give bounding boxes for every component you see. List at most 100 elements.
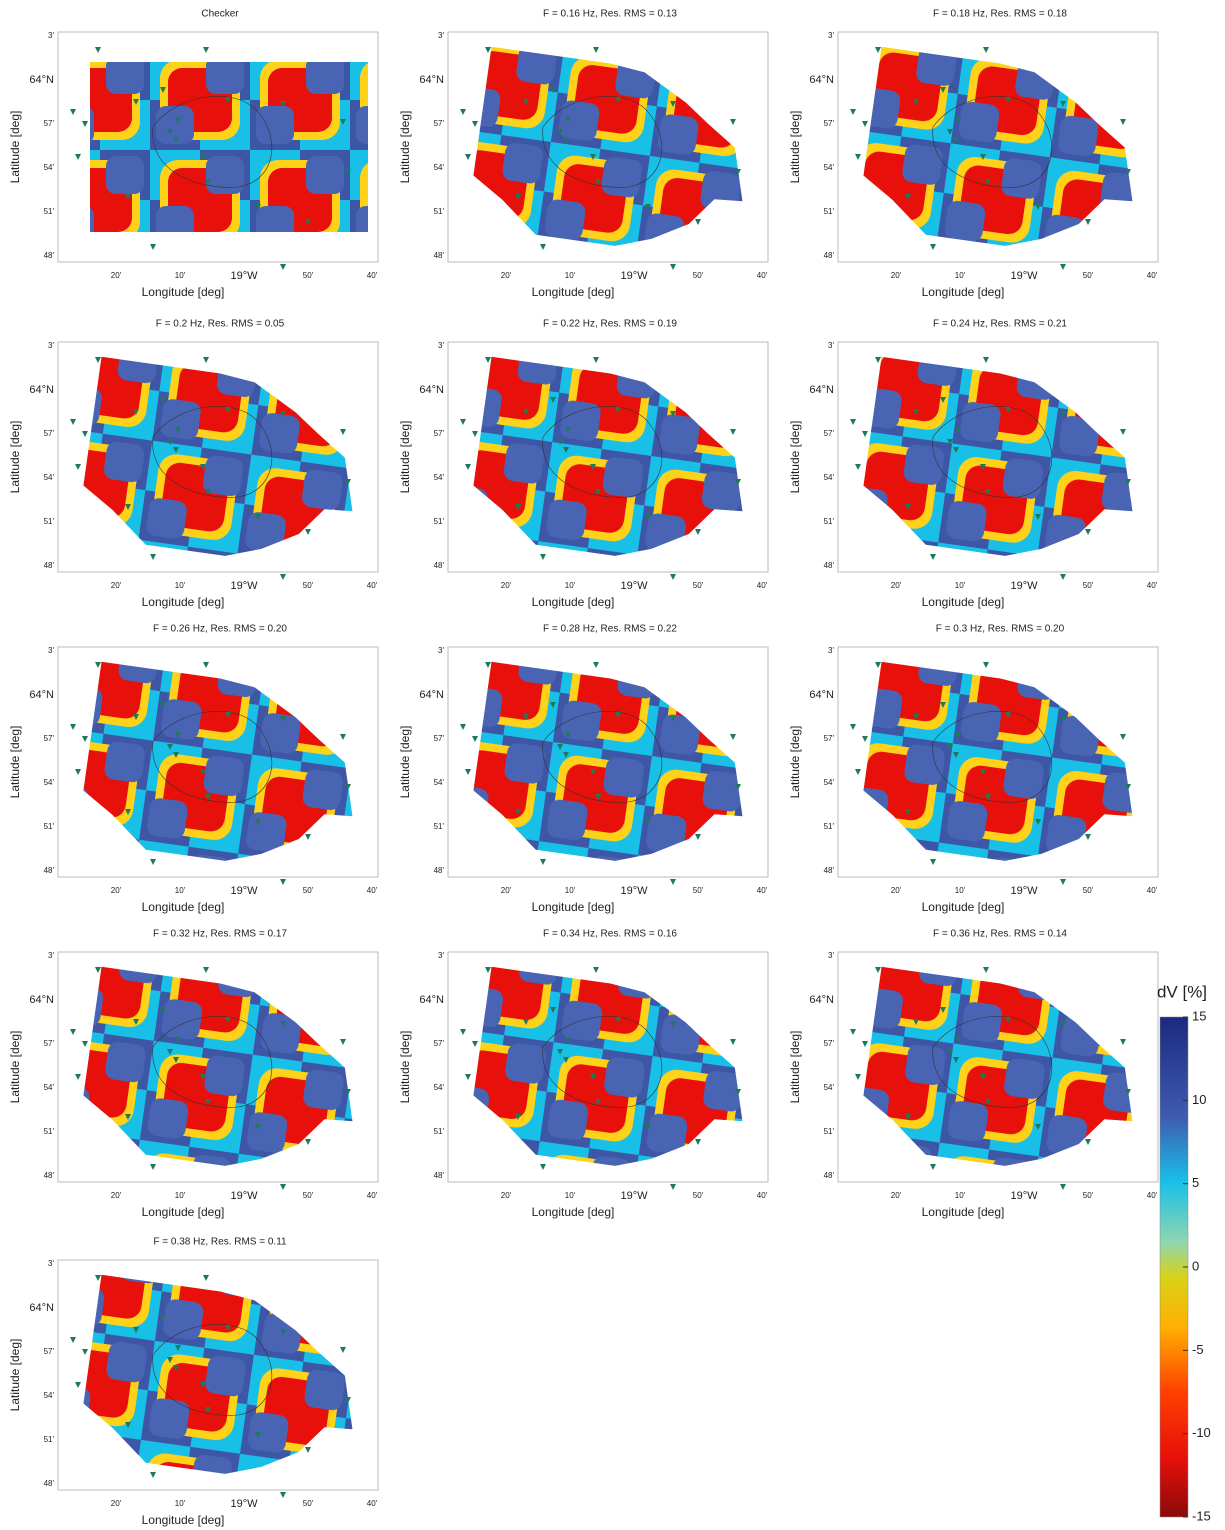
velocity-field: [863, 46, 1133, 246]
station: [1005, 1017, 1011, 1023]
station: [730, 1039, 736, 1045]
y-axis-label: Latitude [deg]: [8, 1031, 22, 1104]
station: [1060, 1184, 1066, 1190]
x-tick-label: 20': [111, 581, 122, 590]
station: [225, 1325, 231, 1331]
y-axis-label: Latitude [deg]: [8, 111, 22, 184]
y-tick-label: 51': [824, 822, 835, 831]
station: [940, 702, 946, 708]
x-tick-label: 50': [693, 271, 704, 280]
station: [133, 1327, 139, 1333]
x-tick-label: 20': [501, 1191, 512, 1200]
station: [550, 1007, 556, 1013]
y-tick-label: 48': [434, 866, 445, 875]
y-tick-label: 57': [824, 734, 835, 743]
station: [205, 1407, 211, 1413]
panel-title: F = 0.28 Hz, Res. RMS = 0.22: [543, 624, 677, 635]
station: [95, 47, 101, 53]
x-tick-label: 19°W: [1010, 270, 1038, 282]
colorbar-tick-label: 15: [1192, 1008, 1206, 1023]
station: [953, 137, 959, 143]
station: [175, 427, 181, 433]
station: [862, 431, 868, 437]
y-tick-label: 3': [48, 646, 54, 655]
panel-title: F = 0.26 Hz, Res. RMS = 0.20: [153, 624, 287, 635]
y-tick-label: 57': [824, 119, 835, 128]
y-tick-label: 3': [438, 31, 444, 40]
map-frame: [447, 646, 769, 878]
coastline: [932, 1016, 1053, 1108]
x-tick-label: 20': [891, 1191, 902, 1200]
coastline: [542, 1016, 663, 1108]
x-tick-label: 19°W: [230, 1190, 258, 1202]
station: [1060, 411, 1066, 417]
x-tick-label: 10': [565, 1191, 576, 1200]
station: [167, 1357, 173, 1363]
station: [205, 794, 211, 800]
station: [645, 1124, 651, 1130]
x-tick-label: 19°W: [620, 270, 648, 282]
map-frame: [57, 646, 379, 878]
station: [940, 87, 946, 93]
station: [75, 769, 81, 775]
station: [565, 117, 571, 123]
station: [280, 1492, 286, 1498]
y-tick-label: 51': [824, 207, 835, 216]
station: [565, 1037, 571, 1043]
x-tick-label: 20': [501, 581, 512, 590]
station: [82, 121, 88, 127]
colorbar-tick-label: 5: [1192, 1175, 1199, 1190]
panel-title: F = 0.18 Hz, Res. RMS = 0.18: [933, 9, 1067, 20]
velocity-field: [83, 356, 353, 556]
x-tick-label: 19°W: [230, 270, 258, 282]
panel-title: F = 0.2 Hz, Res. RMS = 0.05: [156, 319, 285, 330]
station: [70, 1029, 76, 1035]
station: [1035, 204, 1041, 210]
station: [340, 1347, 346, 1353]
station: [1085, 1139, 1091, 1145]
station: [340, 734, 346, 740]
y-axis-label: Latitude [deg]: [788, 421, 802, 494]
y-tick-label: 54': [824, 778, 835, 787]
y-tick-label: 64°N: [809, 74, 834, 86]
station: [485, 357, 491, 363]
station: [1120, 734, 1126, 740]
station: [280, 1021, 286, 1027]
panel-title: F = 0.36 Hz, Res. RMS = 0.14: [933, 929, 1067, 940]
y-tick-label: 54': [824, 163, 835, 172]
colorbar-tick-label: -5: [1192, 1342, 1204, 1357]
y-tick-label: 64°N: [419, 689, 444, 701]
station: [460, 109, 466, 115]
y-tick-label: 64°N: [29, 1302, 54, 1314]
y-axis-label: Latitude [deg]: [398, 1031, 412, 1104]
station: [730, 429, 736, 435]
y-tick-label: 64°N: [29, 689, 54, 701]
station: [167, 439, 173, 445]
y-tick-label: 51': [824, 1127, 835, 1136]
x-tick-label: 20': [111, 1499, 122, 1508]
station: [200, 1382, 206, 1388]
x-tick-label: 19°W: [230, 885, 258, 897]
station: [735, 1089, 741, 1095]
y-tick-label: 3': [438, 341, 444, 350]
station: [980, 769, 986, 775]
panel-title: F = 0.34 Hz, Res. RMS = 0.16: [543, 929, 677, 940]
station: [95, 1275, 101, 1281]
coastline: [152, 711, 273, 803]
x-tick-label: 19°W: [230, 580, 258, 592]
station: [980, 154, 986, 160]
station: [150, 1472, 156, 1478]
station: [850, 419, 856, 425]
y-tick-label: 64°N: [29, 74, 54, 86]
station: [255, 204, 261, 210]
station: [280, 574, 286, 580]
station: [735, 169, 741, 175]
y-tick-label: 64°N: [809, 384, 834, 396]
x-tick-label: 40': [1147, 1191, 1158, 1200]
y-tick-label: 48': [824, 251, 835, 260]
station: [953, 752, 959, 758]
station: [160, 702, 166, 708]
station: [175, 1345, 181, 1351]
station: [167, 129, 173, 135]
x-tick-label: 50': [1083, 1191, 1094, 1200]
